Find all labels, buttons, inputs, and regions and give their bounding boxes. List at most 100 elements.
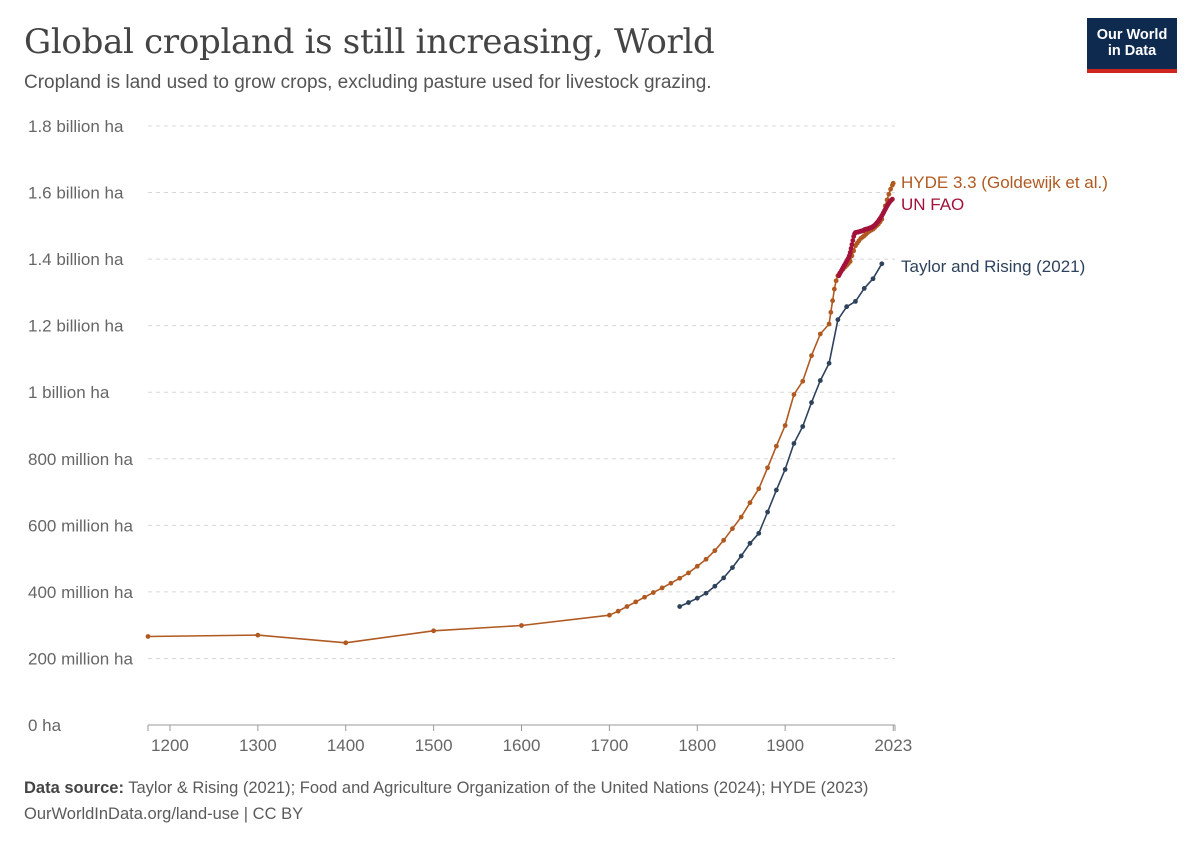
- x-tick-label: 1800: [678, 736, 716, 755]
- data-point[interactable]: [879, 261, 885, 267]
- data-point[interactable]: [694, 563, 700, 569]
- data-point[interactable]: [791, 441, 797, 446]
- data-point[interactable]: [343, 640, 349, 646]
- data-point[interactable]: [888, 186, 894, 192]
- series-2: [677, 261, 885, 609]
- data-point[interactable]: [255, 632, 261, 638]
- source-url[interactable]: OurWorldInData.org/land-use | CC BY: [24, 805, 304, 823]
- data-point[interactable]: [844, 304, 850, 310]
- y-tick-label: 400 million ha: [28, 583, 133, 602]
- y-tick-label: 0 ha: [28, 716, 62, 735]
- data-point[interactable]: [606, 612, 612, 618]
- data-point[interactable]: [624, 604, 630, 609]
- data-point[interactable]: [826, 321, 832, 327]
- data-point[interactable]: [747, 540, 753, 546]
- data-point[interactable]: [730, 526, 735, 532]
- data-point[interactable]: [817, 331, 823, 337]
- x-tick-label: 1600: [503, 736, 541, 755]
- logo-line-1: Our World: [1096, 27, 1168, 43]
- data-point[interactable]: [703, 590, 709, 596]
- data-point[interactable]: [633, 599, 639, 605]
- data-point[interactable]: [889, 196, 895, 202]
- data-point[interactable]: [686, 600, 691, 605]
- series-0: [145, 180, 896, 646]
- data-point[interactable]: [650, 590, 656, 595]
- x-tick-label: 1400: [327, 736, 365, 755]
- data-point[interactable]: [800, 378, 806, 384]
- data-point[interactable]: [831, 286, 837, 292]
- data-point[interactable]: [747, 500, 753, 506]
- data-point[interactable]: [677, 575, 683, 581]
- data-point[interactable]: [738, 514, 744, 520]
- data-point[interactable]: [615, 608, 621, 614]
- data-point[interactable]: [712, 583, 718, 589]
- y-tick-label: 200 million ha: [28, 649, 133, 668]
- data-point[interactable]: [826, 360, 832, 366]
- data-point[interactable]: [730, 565, 735, 570]
- data-point[interactable]: [791, 392, 797, 397]
- x-tick-label: 1500: [415, 736, 453, 755]
- data-point[interactable]: [431, 628, 437, 634]
- data-point[interactable]: [756, 530, 762, 536]
- data-point[interactable]: [809, 353, 814, 359]
- y-tick-label: 800 million ha: [28, 450, 133, 469]
- data-point[interactable]: [800, 424, 806, 429]
- x-tick-label: 2023: [874, 736, 912, 755]
- data-point[interactable]: [686, 570, 691, 576]
- data-point[interactable]: [694, 595, 700, 601]
- data-point[interactable]: [659, 585, 665, 591]
- data-point[interactable]: [890, 180, 896, 186]
- data-point[interactable]: [765, 509, 770, 515]
- data-point[interactable]: [850, 238, 856, 243]
- data-point[interactable]: [782, 467, 788, 472]
- data-source-text: Taylor & Rising (2021); Food and Agricul…: [128, 779, 869, 797]
- data-point[interactable]: [848, 246, 854, 251]
- data-point[interactable]: [145, 634, 151, 639]
- data-point[interactable]: [773, 487, 779, 493]
- x-tick-label: 1300: [239, 736, 277, 755]
- data-point[interactable]: [738, 553, 744, 559]
- data-point[interactable]: [833, 278, 839, 284]
- data-point[interactable]: [712, 548, 718, 554]
- data-point[interactable]: [721, 537, 727, 543]
- y-tick-label: 1.2 billion ha: [28, 317, 124, 336]
- data-point[interactable]: [642, 594, 647, 600]
- axis-layer: 0 ha 200 million ha 400 million ha 600 mill…: [28, 117, 912, 755]
- y-tick-label: 1 billion ha: [28, 383, 110, 402]
- data-point[interactable]: [765, 465, 770, 471]
- x-tick-label: 1900: [766, 736, 804, 755]
- data-point[interactable]: [817, 378, 823, 383]
- series-line[interactable]: [147, 182, 894, 644]
- data-point[interactable]: [853, 298, 858, 304]
- x-tick-label: 1700: [590, 736, 628, 755]
- data-point[interactable]: [870, 276, 876, 282]
- owid-logo[interactable]: Our World in Data: [1087, 18, 1177, 73]
- series-label: HYDE 3.3 (Goldewijk et al.): [901, 173, 1108, 192]
- data-point[interactable]: [519, 623, 524, 628]
- series-label: UN FAO: [901, 195, 964, 214]
- y-tick-label: 600 million ha: [28, 516, 133, 535]
- line-chart: 0 ha 200 million ha 400 million ha 600 mill…: [28, 117, 1108, 755]
- data-point[interactable]: [849, 242, 855, 247]
- data-point[interactable]: [809, 400, 814, 405]
- label-layer: HYDE 3.3 (Goldewijk et al.) UN FAO Taylor …: [901, 173, 1108, 276]
- data-point[interactable]: [756, 486, 762, 492]
- data-point[interactable]: [830, 298, 836, 304]
- data-point[interactable]: [782, 423, 788, 428]
- data-point[interactable]: [847, 250, 853, 255]
- data-point[interactable]: [703, 556, 709, 562]
- series-layer: [145, 180, 896, 646]
- data-source-label: Data source:: [24, 779, 124, 797]
- chart-title: Global cropland is still increasing, Wor…: [24, 22, 715, 62]
- series-1: [836, 196, 895, 279]
- data-point[interactable]: [861, 285, 867, 291]
- data-point[interactable]: [828, 309, 834, 315]
- data-point[interactable]: [886, 191, 892, 197]
- data-point[interactable]: [835, 317, 841, 323]
- data-point[interactable]: [668, 580, 674, 586]
- data-point[interactable]: [677, 604, 683, 609]
- data-point[interactable]: [773, 443, 779, 449]
- series-label: Taylor and Rising (2021): [901, 257, 1085, 276]
- data-point[interactable]: [721, 575, 727, 581]
- logo-line-2: in Data: [1107, 43, 1157, 59]
